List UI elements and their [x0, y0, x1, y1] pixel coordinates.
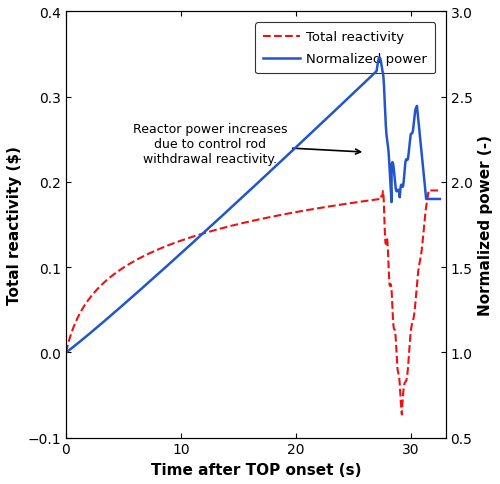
- Normalized power: [63, 350, 69, 356]
- Normalized power: [437, 197, 443, 202]
- Total reactivity: [222, 225, 228, 231]
- Y-axis label: Normalized power (-): Normalized power (-): [478, 135, 493, 316]
- Line: Normalized power: Normalized power: [66, 59, 440, 353]
- Normalized power: [430, 197, 436, 202]
- X-axis label: Time after TOP onset (s): Time after TOP onset (s): [150, 462, 361, 477]
- Y-axis label: Total reactivity ($): Total reactivity ($): [7, 146, 22, 304]
- Total reactivity: [206, 229, 212, 235]
- Total reactivity: [106, 276, 112, 282]
- Normalized power: [222, 210, 228, 216]
- Line: Total reactivity: Total reactivity: [66, 191, 440, 415]
- Total reactivity: [430, 188, 436, 194]
- Normalized power: [376, 56, 382, 61]
- Normalized power: [106, 315, 112, 321]
- Total reactivity: [437, 188, 443, 194]
- Normalized power: [128, 296, 134, 302]
- Text: Reactor power increases
due to control rod
withdrawal reactivity.: Reactor power increases due to control r…: [132, 123, 360, 166]
- Legend: Total reactivity, Normalized power: Total reactivity, Normalized power: [255, 23, 435, 74]
- Total reactivity: [390, 302, 396, 307]
- Normalized power: [390, 160, 396, 166]
- Total reactivity: [128, 260, 134, 266]
- Total reactivity: [63, 350, 69, 356]
- Normalized power: [206, 225, 212, 231]
- Total reactivity: [426, 188, 432, 194]
- Total reactivity: [399, 412, 405, 418]
